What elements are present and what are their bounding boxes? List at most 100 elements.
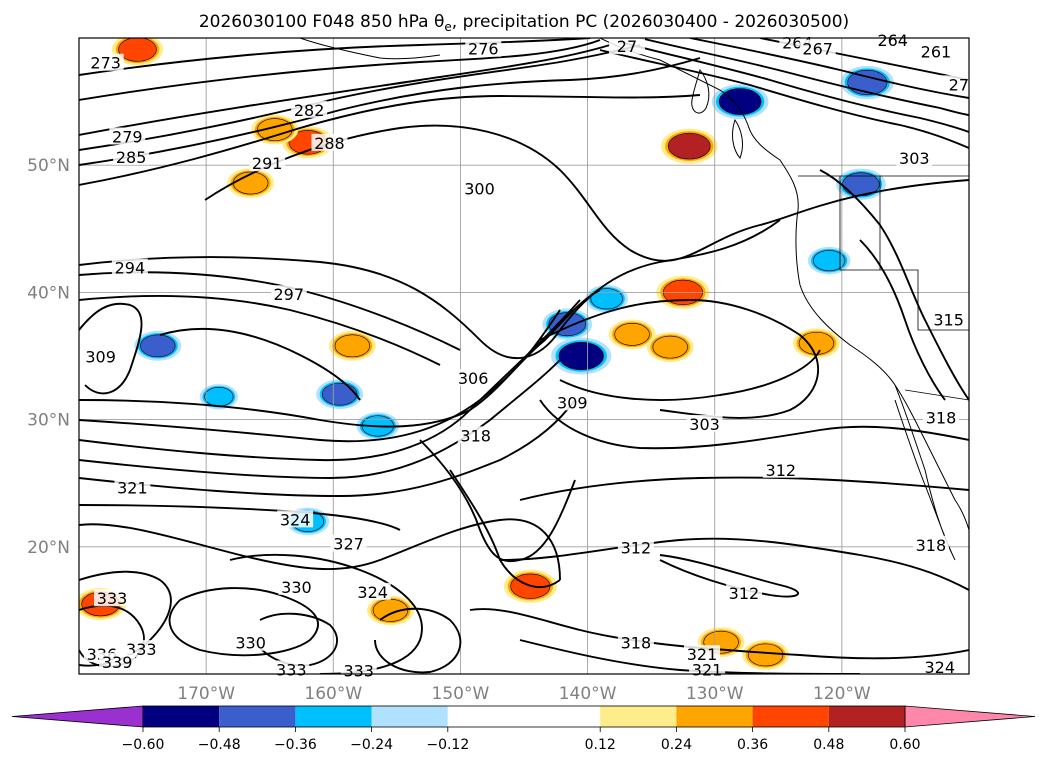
contour-label: 306 [458, 369, 489, 388]
colorbar-segment [447, 706, 601, 727]
contour-label-bg [874, 30, 911, 48]
contour-label: 333 [343, 662, 374, 681]
contour-line [79, 94, 701, 186]
contour-label-bg [311, 133, 348, 151]
precip-cell [140, 334, 176, 358]
border-mexico [904, 389, 969, 401]
contour-label: 282 [294, 101, 325, 120]
contour-label-bg [278, 577, 315, 595]
contour-line [519, 476, 969, 501]
precip-cell [334, 334, 371, 358]
colorbar-tick-label: −0.12 [426, 737, 469, 753]
contour-label: 330 [235, 634, 266, 653]
contour-label: 291 [252, 154, 283, 173]
contour-label-bg [277, 510, 314, 528]
colorbar-segment [219, 706, 296, 727]
contour-label: 339 [102, 653, 133, 672]
contour-label-bg [99, 652, 136, 670]
lat-tick-label: 30°N [27, 411, 70, 431]
contour-label: 330 [281, 578, 312, 597]
precip-cell [204, 387, 234, 407]
chart-title: 2026030100 F048 850 hPa θe, precipitatio… [199, 12, 849, 34]
contour-label-bg [232, 633, 269, 651]
lon-tick-labels: 170°W 160°W 150°W 140°W 130°W 120°W [177, 684, 871, 704]
contour-line [79, 44, 611, 136]
contour-line [79, 299, 581, 461]
contour-label-bg [273, 660, 310, 678]
precip-cell [614, 323, 650, 346]
colorbar-tick-label: −0.60 [122, 737, 165, 753]
lat-tick-label: 50°N [27, 156, 70, 176]
coastline-islands-a [691, 68, 710, 114]
contour-label: 279 [112, 127, 143, 146]
contour-labels: 273 276 282 279 288 285 291 300 294 297 309 306 309 3… [82, 30, 977, 681]
precip-cell [798, 331, 835, 355]
contour-line [168, 587, 319, 657]
contour-label-bg [930, 310, 967, 328]
contour-label-bg [87, 53, 124, 71]
contour-line [599, 49, 969, 149]
precip-cell [321, 382, 358, 406]
coastline-islands-c [299, 38, 441, 60]
contour-label: 27 [617, 37, 637, 56]
precip-cell [667, 132, 711, 160]
contour-label-bg [111, 258, 148, 276]
contour-label-bg [457, 426, 494, 444]
contour-label: 318 [460, 426, 491, 445]
contour-label: 333 [97, 589, 128, 608]
precip-cell [747, 643, 784, 667]
contour-line [419, 439, 576, 563]
colorbar-tick-label: −0.24 [350, 737, 393, 753]
contour-label: 324 [924, 658, 955, 677]
contour-line [639, 38, 969, 116]
contour-label-bg [799, 39, 836, 57]
contour-label-bg [114, 478, 151, 496]
precip-cell [118, 38, 157, 62]
contour-line [449, 469, 561, 588]
colorbar-tick-label: 0.48 [813, 737, 844, 753]
colorbar-tick-label: 0.24 [661, 737, 692, 753]
contour-line [79, 518, 561, 581]
contour-label: 312 [766, 461, 797, 480]
contour-label-bg [896, 149, 933, 167]
colorbar-outline [142, 705, 906, 728]
contour-label: 312 [729, 584, 760, 603]
contour-line [79, 219, 781, 359]
contour-label-bg [455, 369, 492, 387]
colorbar-segment [371, 706, 448, 727]
lat-tick-labels: 50°N 40°N 30°N 20°N [27, 156, 70, 558]
colorbar-tick-label: 0.60 [889, 737, 920, 753]
contour-label: 267 [802, 40, 833, 59]
colorbar-segment [752, 706, 829, 727]
contour-label-bg [354, 582, 391, 600]
contour-line [374, 607, 462, 674]
contour-label: 285 [116, 148, 147, 167]
contour-label-bg [921, 657, 958, 675]
contour-line [229, 553, 423, 674]
contour-label: 333 [276, 660, 307, 679]
border-states-a [839, 176, 969, 331]
contour-line [159, 327, 361, 401]
contour-line [619, 41, 969, 133]
contour-label: 294 [115, 259, 146, 278]
colorbar-extend-over [904, 705, 1036, 728]
lon-tick-label: 170°W [177, 684, 235, 704]
contour-line [79, 309, 561, 443]
contour-label-bg [461, 179, 498, 197]
colorbar-segment [676, 706, 753, 727]
contour-label: 321 [692, 660, 723, 679]
contour-label-bg [684, 645, 720, 663]
contour-label: 327 [333, 535, 364, 554]
contour-label-bg [617, 633, 654, 651]
contour-label: 273 [90, 54, 121, 73]
contour-line [204, 124, 969, 262]
contour-label: 303 [899, 149, 930, 168]
precip-cell [718, 88, 762, 115]
contour-label: 309 [85, 348, 116, 367]
precip-cell [652, 335, 688, 359]
colorbar-tick-label: −0.48 [198, 737, 241, 753]
contour-label-bg [608, 37, 645, 55]
contour-label-bg [725, 584, 762, 602]
contour-label-bg [617, 538, 654, 556]
precip-cell [590, 288, 623, 310]
